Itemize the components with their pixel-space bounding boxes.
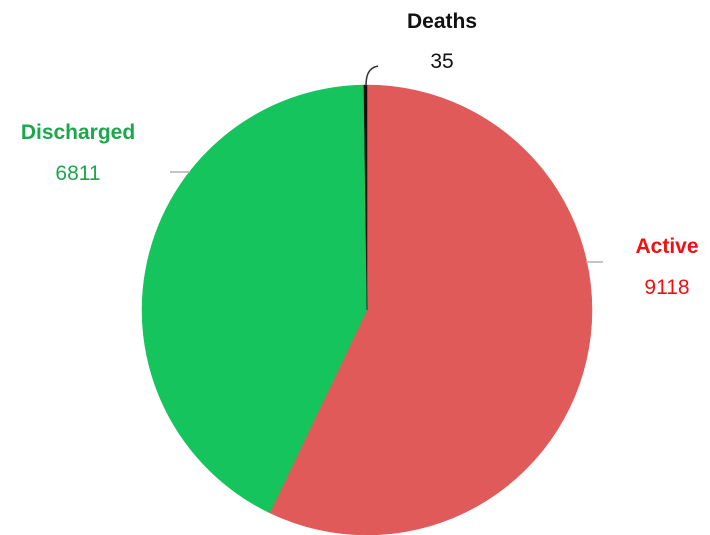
slice-discharged: [141, 84, 368, 514]
pie-slices: [141, 84, 593, 535]
label-deaths-value: 35: [430, 50, 453, 73]
leader-line-deaths: [365, 65, 379, 87]
label-active-value: 9118: [644, 276, 689, 299]
slice-active: [269, 84, 593, 535]
label-active-name: Active: [635, 235, 698, 258]
label-discharged-name: Discharged: [21, 121, 135, 144]
label-discharged-value: 6811: [55, 162, 100, 185]
leader-lines: [170, 65, 603, 263]
label-deaths-name: Deaths: [407, 10, 477, 33]
